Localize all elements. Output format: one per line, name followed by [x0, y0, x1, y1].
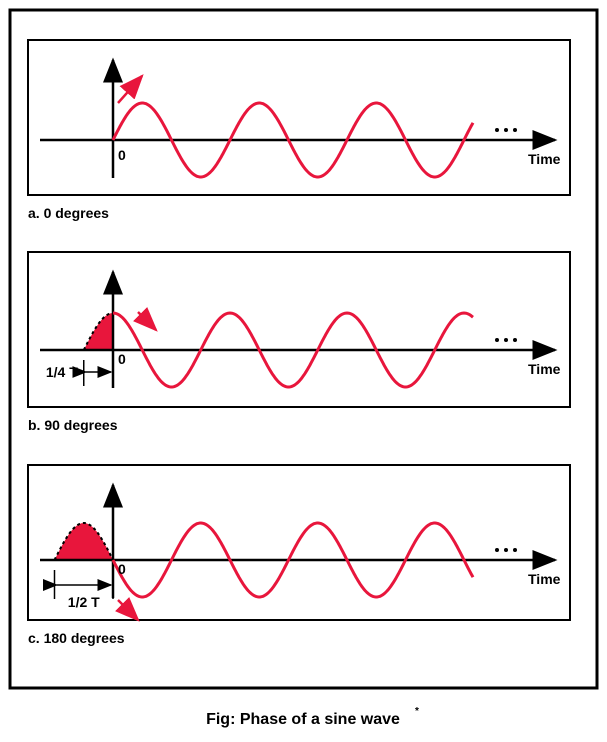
origin-label: 0: [118, 561, 126, 577]
direction-arrow: [133, 307, 158, 332]
panel-caption: a. 0 degrees: [28, 205, 109, 221]
continuation-dot: [495, 548, 499, 552]
sine-wave: [111, 101, 475, 179]
panel-frame: [27, 464, 571, 621]
offset-label: 1/4 T: [46, 364, 78, 380]
continuation-dot: [495, 338, 499, 342]
continuation-dot: [504, 128, 508, 132]
origin-label: 0: [118, 147, 126, 163]
continuation-dot: [504, 338, 508, 342]
sine-wave: [111, 521, 475, 599]
direction-arrow: [115, 597, 140, 622]
panel-frame: [27, 39, 571, 196]
panel-caption: c. 180 degrees: [28, 630, 125, 646]
caption-mark: *: [415, 706, 419, 717]
axis-label: Time: [528, 361, 561, 377]
shaded-outline: [53, 522, 114, 561]
axis-label: Time: [528, 571, 561, 587]
continuation-dot: [513, 338, 517, 342]
axis-label: Time: [528, 151, 561, 167]
continuation-dot: [513, 548, 517, 552]
outer-frame: [8, 8, 599, 690]
continuation-dot: [504, 548, 508, 552]
origin-label: 0: [118, 351, 126, 367]
continuation-dot: [495, 128, 499, 132]
shaded-area: [83, 313, 113, 350]
shaded-outline: [82, 312, 113, 351]
shaded-area: [54, 523, 113, 560]
panel-caption: b. 90 degrees: [28, 417, 118, 433]
panel-frame: [27, 251, 571, 408]
direction-arrow: [117, 74, 144, 104]
continuation-dot: [513, 128, 517, 132]
sine-wave: [112, 311, 474, 389]
offset-label: 1/2 T: [68, 594, 100, 610]
panels: 0 Time a. 0 degrees 1/4 T 0 Time b. 90 degrees…: [27, 39, 571, 646]
figure-caption: Fig: Phase of a sine wave: [206, 711, 400, 728]
